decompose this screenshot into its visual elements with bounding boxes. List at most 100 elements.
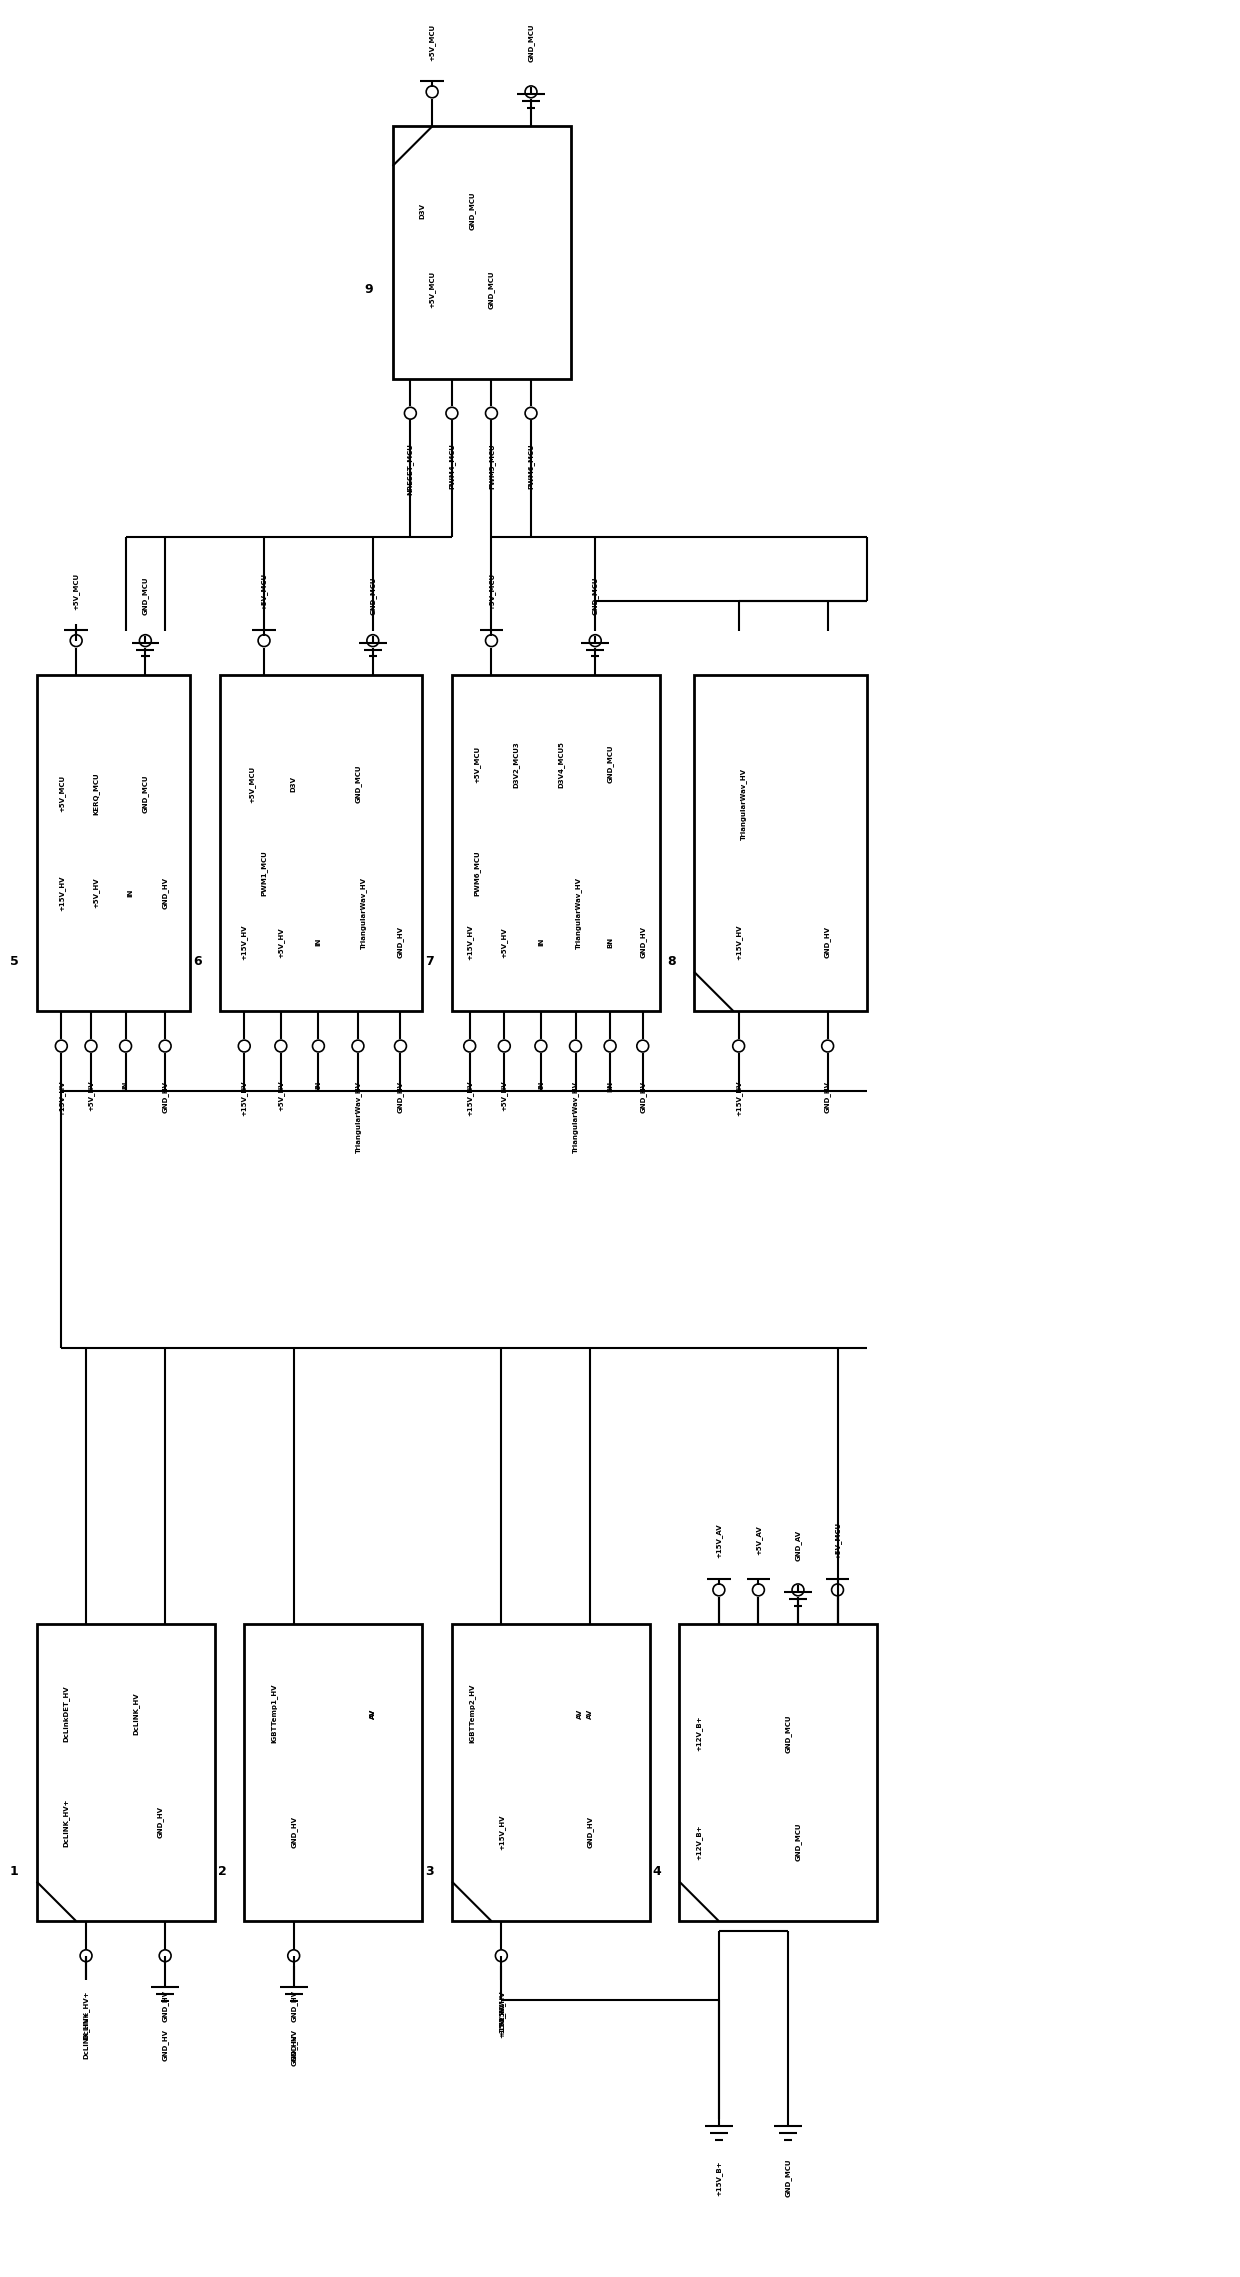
Text: GND_MCU: GND_MCU bbox=[141, 774, 149, 813]
Text: +5V_HV: +5V_HV bbox=[278, 1082, 284, 1111]
Text: +5V_HV: +5V_HV bbox=[501, 927, 507, 959]
Text: GND_HV: GND_HV bbox=[640, 927, 646, 959]
Text: IN: IN bbox=[128, 888, 134, 897]
Text: DcLinkDET_HV: DcLinkDET_HV bbox=[63, 1685, 69, 1742]
Text: GND_MCU: GND_MCU bbox=[141, 576, 149, 615]
Text: +15V_HV: +15V_HV bbox=[735, 1082, 742, 1116]
Text: D3V: D3V bbox=[290, 776, 296, 792]
Text: +5V_MCU: +5V_MCU bbox=[260, 572, 268, 610]
Text: AV: AV bbox=[588, 1708, 593, 1719]
Text: DcLINK_HV+: DcLINK_HV+ bbox=[63, 1799, 69, 1847]
Bar bbox=[694, 676, 867, 1011]
Text: 4: 4 bbox=[652, 1865, 661, 1879]
Text: IGBTTemp2_HV: IGBTTemp2_HV bbox=[469, 1683, 475, 1744]
Text: 6: 6 bbox=[193, 956, 202, 968]
Text: GND_HV: GND_HV bbox=[161, 877, 169, 909]
Text: GND_HV: GND_HV bbox=[161, 2029, 169, 2061]
Text: TriangularWav_HV: TriangularWav_HV bbox=[740, 767, 746, 840]
Text: GND_MCU: GND_MCU bbox=[469, 191, 475, 230]
Text: 2: 2 bbox=[218, 1865, 227, 1879]
Text: GND_MCU: GND_MCU bbox=[785, 1715, 791, 1753]
Text: DcLINK_HV+: DcLINK_HV+ bbox=[83, 1990, 89, 2038]
Text: GND_HV: GND_HV bbox=[290, 1817, 298, 1849]
Text: +5V_MCU: +5V_MCU bbox=[249, 765, 255, 802]
Text: GND_MCU: GND_MCU bbox=[355, 765, 361, 804]
Text: +5V_HV: +5V_HV bbox=[93, 877, 99, 909]
Text: GND_HV: GND_HV bbox=[825, 927, 831, 959]
Text: IN: IN bbox=[538, 1082, 544, 1088]
Text: PWM6_MCU: PWM6_MCU bbox=[474, 849, 480, 895]
Text: NRESET_MCU: NRESET_MCU bbox=[407, 444, 414, 494]
Text: GND_MCU: GND_MCU bbox=[795, 1824, 801, 1860]
Text: GND_HV: GND_HV bbox=[161, 1990, 169, 2022]
Text: +15V_HV: +15V_HV bbox=[241, 1082, 248, 1116]
Text: +5V_MCU: +5V_MCU bbox=[835, 1521, 841, 1560]
Text: GND_MCU: GND_MCU bbox=[527, 23, 534, 61]
Text: GND_HV: GND_HV bbox=[397, 1082, 404, 1113]
Text: D3V: D3V bbox=[419, 203, 425, 219]
Text: BN: BN bbox=[608, 1082, 613, 1091]
Text: +5V_MCU: +5V_MCU bbox=[474, 745, 480, 783]
Text: IGBTTemp1_HV: IGBTTemp1_HV bbox=[270, 1683, 278, 1744]
Text: 9: 9 bbox=[365, 282, 373, 296]
Text: +15V_HV: +15V_HV bbox=[498, 1815, 505, 1849]
Text: GND_MCU: GND_MCU bbox=[489, 271, 495, 310]
Text: +12V_B+: +12V_B+ bbox=[696, 1824, 703, 1860]
Text: +12V_B+: +12V_B+ bbox=[696, 1715, 703, 1751]
Text: +15V_HV: +15V_HV bbox=[498, 2001, 505, 2038]
Text: +15V_HV: +15V_HV bbox=[466, 924, 474, 961]
Text: GND_HV: GND_HV bbox=[397, 927, 404, 959]
Text: 8: 8 bbox=[667, 956, 676, 968]
Text: +5V_MCU: +5V_MCU bbox=[73, 572, 79, 610]
Bar bbox=[680, 1624, 877, 1922]
Text: IN: IN bbox=[315, 1082, 321, 1088]
Bar bbox=[451, 1624, 650, 1922]
Text: GND_HV: GND_HV bbox=[825, 1082, 831, 1113]
Text: +5V_HV: +5V_HV bbox=[88, 1082, 94, 1111]
Text: +5V_MCU: +5V_MCU bbox=[429, 23, 435, 61]
Text: PWM4_MCU: PWM4_MCU bbox=[449, 444, 455, 490]
Text: AV: AV bbox=[370, 1708, 376, 1719]
Text: 7: 7 bbox=[425, 956, 434, 968]
Text: GND_HV: GND_HV bbox=[290, 2029, 298, 2061]
Text: DcLINK_HV: DcLINK_HV bbox=[131, 1692, 139, 1735]
Text: TriangularWav_HV: TriangularWav_HV bbox=[575, 877, 582, 950]
Text: GND_HV: GND_HV bbox=[156, 1806, 164, 1838]
Bar bbox=[37, 676, 190, 1011]
Text: BN: BN bbox=[608, 936, 613, 947]
Text: +5V_HV: +5V_HV bbox=[278, 927, 284, 959]
Text: GND_MCU: GND_MCU bbox=[591, 576, 599, 615]
Text: GND_AV: GND_AV bbox=[795, 1530, 801, 1562]
Text: AV: AV bbox=[370, 1708, 376, 1719]
Bar bbox=[37, 1624, 215, 1922]
Text: TriangularWav_HV: TriangularWav_HV bbox=[360, 877, 366, 950]
Text: GND_MCU: GND_MCU bbox=[606, 745, 614, 783]
Text: GND_MCU: GND_MCU bbox=[785, 2159, 791, 2197]
Text: GND_HV: GND_HV bbox=[290, 2033, 298, 2065]
Text: +5V_AV: +5V_AV bbox=[755, 1526, 761, 1555]
Text: +15V_HV: +15V_HV bbox=[735, 924, 742, 961]
Text: GND_MCU: GND_MCU bbox=[370, 576, 376, 615]
Text: KERQ_MCU: KERQ_MCU bbox=[93, 772, 99, 815]
Text: +15V_HV: +15V_HV bbox=[466, 1082, 474, 1116]
Text: GND_HV: GND_HV bbox=[640, 1082, 646, 1113]
Bar bbox=[219, 676, 423, 1011]
Text: +15V_HV: +15V_HV bbox=[58, 1082, 64, 1116]
Text: +5V_MCU: +5V_MCU bbox=[489, 572, 495, 610]
Text: PWM6_MCU: PWM6_MCU bbox=[527, 444, 534, 490]
Text: 5: 5 bbox=[10, 956, 19, 968]
Text: IN: IN bbox=[315, 938, 321, 947]
Bar bbox=[244, 1624, 423, 1922]
Bar bbox=[393, 128, 570, 378]
Text: IN: IN bbox=[538, 938, 544, 947]
Text: TriangularWav_HV: TriangularWav_HV bbox=[355, 1082, 361, 1152]
Text: +15V_B+: +15V_B+ bbox=[715, 2161, 723, 2195]
Text: GND_HV: GND_HV bbox=[290, 1990, 298, 2022]
Text: +15V_HV: +15V_HV bbox=[498, 1990, 505, 2027]
Text: +15V_AV: +15V_AV bbox=[715, 1523, 723, 1557]
Text: AV: AV bbox=[578, 1708, 584, 1719]
Text: PWM1_MCU: PWM1_MCU bbox=[260, 849, 268, 895]
Text: +15V_HV: +15V_HV bbox=[58, 874, 64, 911]
Text: DcLINK_HV+: DcLINK_HV+ bbox=[83, 2011, 89, 2058]
Text: PWM5_MCU: PWM5_MCU bbox=[489, 444, 495, 490]
